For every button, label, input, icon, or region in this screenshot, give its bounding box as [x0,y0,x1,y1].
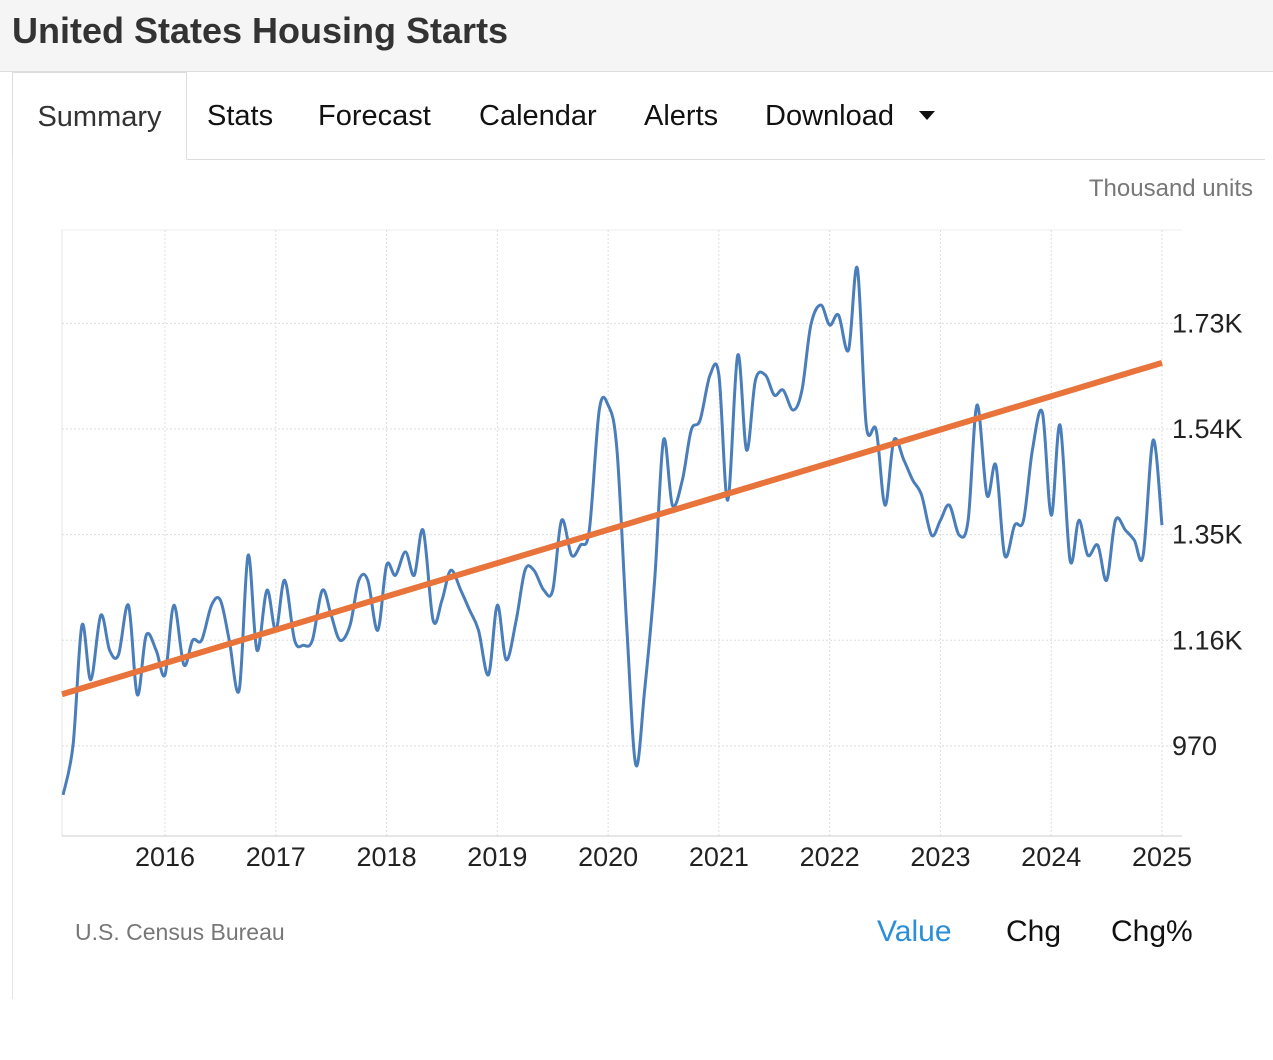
x-tick-label: 2024 [1021,842,1081,872]
x-tick-label: 2020 [578,842,638,872]
content-panel [12,159,1265,999]
y-tick-label: 1.35K [1172,520,1243,550]
view-button[interactable]: Chg% [1111,915,1193,948]
x-tick-label: 2022 [800,842,860,872]
x-tick-label: 2016 [135,842,195,872]
x-tick-label: 2018 [357,842,417,872]
tab[interactable]: Calendar [479,100,597,132]
x-tick-label: 2021 [689,842,749,872]
trend-line [61,360,1163,698]
unit-label: Thousand units [1088,175,1253,202]
data-line [61,265,1164,796]
x-tick-label: 2023 [910,842,970,872]
x-tick-label: 2017 [246,842,306,872]
y-tick-label: 1.16K [1172,625,1243,655]
x-tick-label: 2025 [1132,842,1192,872]
page-title: United States Housing Starts [12,10,509,51]
x-tick-label: 2019 [467,842,527,872]
tab[interactable]: Forecast [318,100,431,132]
tab[interactable]: Alerts [644,100,719,132]
view-button[interactable]: Chg [1006,915,1062,948]
tab[interactable]: Summary [12,72,187,160]
y-tick-label: 1.54K [1172,414,1243,444]
y-tick-label: 970 [1172,731,1217,761]
dropdown-caret [919,111,935,120]
tab[interactable]: Download [765,100,894,132]
caret-icon [919,111,935,120]
tab[interactable]: Stats [207,100,274,132]
header: United States Housing Starts [0,0,1273,72]
view-button[interactable]: Value [877,915,952,948]
source-label: U.S. Census Bureau [75,919,285,945]
tab-bar: Summary Stats Forecast Calendar Alerts D… [12,72,1265,160]
chart: 970 1.16K 1.35K 1.54K 1.73K 2016 2017 2018 2019 2… [61,229,1243,872]
y-tick-label: 1.73K [1172,308,1243,338]
